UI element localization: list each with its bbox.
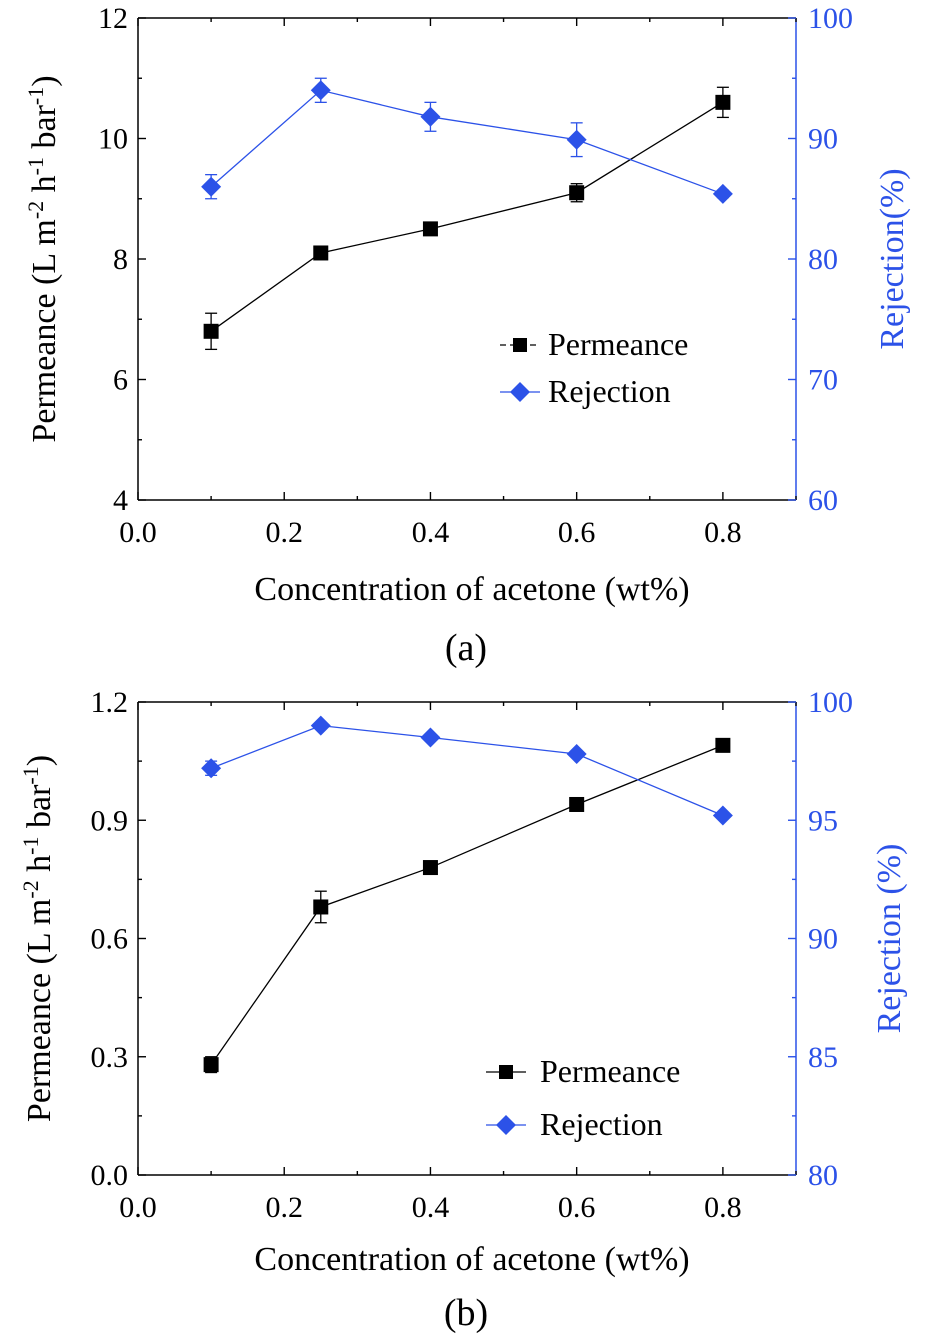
y2-tick-label: 90 — [808, 123, 838, 156]
data-point-rejection — [566, 744, 587, 765]
data-point-permeance — [313, 899, 329, 915]
y2-tick-label: 100 — [808, 2, 853, 35]
y2-tick-label: 85 — [808, 1041, 838, 1074]
x-tick-label: 0.2 — [265, 516, 303, 549]
series-line-rejection — [210, 89, 724, 195]
y-tick-label: 4 — [113, 484, 128, 517]
data-point-rejection — [310, 80, 331, 101]
x-tick-label: 0.4 — [412, 1191, 450, 1224]
x-tick-label: 0.6 — [558, 516, 596, 549]
y-axis-title-text: Permeance (L m — [21, 899, 58, 1122]
x-tick-label: 0.0 — [119, 516, 157, 549]
y2-tick-label: 80 — [808, 243, 838, 276]
y2-tick-label: 70 — [808, 364, 838, 397]
data-point-permeance — [569, 796, 585, 812]
data-point-rejection — [420, 106, 441, 127]
x-tick-label: 0.0 — [119, 1191, 157, 1224]
y-tick-label: 0.6 — [91, 923, 129, 956]
x-axis-title: Concentration of acetone (wt%) — [254, 1241, 689, 1278]
data-point-rejection — [310, 715, 331, 736]
x-tick-label: 0.2 — [265, 1191, 303, 1224]
y2-tick-label: 80 — [808, 1159, 838, 1192]
x-tick-label: 0.4 — [412, 516, 450, 549]
legend: Permeance Rejection — [486, 1053, 680, 1142]
x-tick-label: 0.6 — [558, 1191, 596, 1224]
data-point-rejection — [712, 805, 733, 826]
series-line-permeance — [210, 744, 724, 1066]
chart-panel-b: 0.0 0.2 0.4 0.6 0.8 0.0 0.3 0.6 0.9 1.2 80 85 90 95 10… — [18, 686, 908, 1334]
legend-marker-permeance — [499, 1065, 513, 1079]
legend-marker-rejection — [510, 382, 530, 402]
data-point-permeance — [422, 860, 438, 876]
data-point-rejection — [201, 758, 222, 779]
y-axis-title-superscript: -2 — [23, 201, 48, 219]
y-axis-title-superscript: -1 — [23, 87, 48, 105]
panel-label: (a) — [445, 627, 487, 669]
legend-label-permeance: Permeance — [540, 1053, 680, 1089]
y2-tick-label: 100 — [808, 686, 853, 719]
y-axis-title: Permeance (L m-2 h-1 bar-1) — [18, 755, 58, 1122]
legend-marker-rejection — [496, 1115, 516, 1135]
y-axis-title-text: ) — [26, 75, 63, 86]
x-axis-title: Concentration of acetone (wt%) — [254, 571, 689, 608]
data-point-rejection — [712, 183, 733, 204]
data-point-permeance — [715, 737, 731, 753]
x-tick-label: 0.8 — [704, 1191, 742, 1224]
data-point-permeance — [715, 94, 731, 110]
y-axis-title-text: h — [21, 855, 58, 881]
data-point-permeance — [203, 1057, 219, 1073]
y-tick-label: 10 — [98, 123, 128, 156]
y-tick-label: 8 — [113, 243, 128, 276]
legend-marker-permeance — [513, 338, 527, 352]
y-tick-label: 0.3 — [91, 1041, 129, 1074]
y-axis-title-superscript: -2 — [18, 880, 43, 898]
series-line-rejection — [210, 724, 724, 817]
legend: Permeance Rejection — [500, 326, 688, 409]
y-axis-title-text: h — [26, 175, 63, 201]
y-axis-title-text: ) — [21, 755, 58, 766]
y2-axis-title: Rejection(%) — [874, 168, 911, 349]
data-point-permeance — [203, 323, 219, 339]
y-tick-label: 6 — [113, 364, 128, 397]
panel-label: (b) — [444, 1292, 488, 1334]
x-tick-label: 0.8 — [704, 516, 742, 549]
y-axis-title-text: bar — [26, 104, 63, 157]
y-tick-label: 0.0 — [91, 1159, 129, 1192]
y-axis-title-superscript: -1 — [18, 837, 43, 855]
y-axis-title: Permeance (L m-2 h-1 bar-1) — [23, 75, 63, 442]
y-axis-title-text: bar — [21, 784, 58, 837]
y2-tick-label: 95 — [808, 804, 838, 837]
y-axis-title-text: Permeance (L m — [26, 219, 63, 442]
y-axis-title-superscript: -1 — [23, 157, 48, 175]
y-tick-label: 12 — [98, 2, 128, 35]
series-line-permeance — [210, 101, 724, 332]
data-point-rejection — [420, 727, 441, 748]
legend-label-rejection: Rejection — [548, 373, 671, 409]
y2-tick-label: 60 — [808, 484, 838, 517]
y-axis-title-superscript: -1 — [18, 766, 43, 784]
y2-axis-title: Rejection (%) — [871, 844, 908, 1034]
chart-panel-a: 0.0 0.2 0.4 0.6 0.8 4 6 8 10 12 60 70 80 90 100 Concent… — [23, 2, 911, 669]
y-tick-label: 0.9 — [91, 804, 129, 837]
data-point-permeance — [313, 245, 329, 261]
legend-label-permeance: Permeance — [548, 326, 688, 362]
y-tick-label: 1.2 — [91, 686, 129, 719]
data-point-rejection — [201, 176, 222, 197]
data-point-permeance — [422, 221, 438, 237]
legend-label-rejection: Rejection — [540, 1106, 663, 1142]
y2-tick-label: 90 — [808, 923, 838, 956]
data-point-rejection — [566, 129, 587, 150]
data-point-permeance — [569, 185, 585, 201]
